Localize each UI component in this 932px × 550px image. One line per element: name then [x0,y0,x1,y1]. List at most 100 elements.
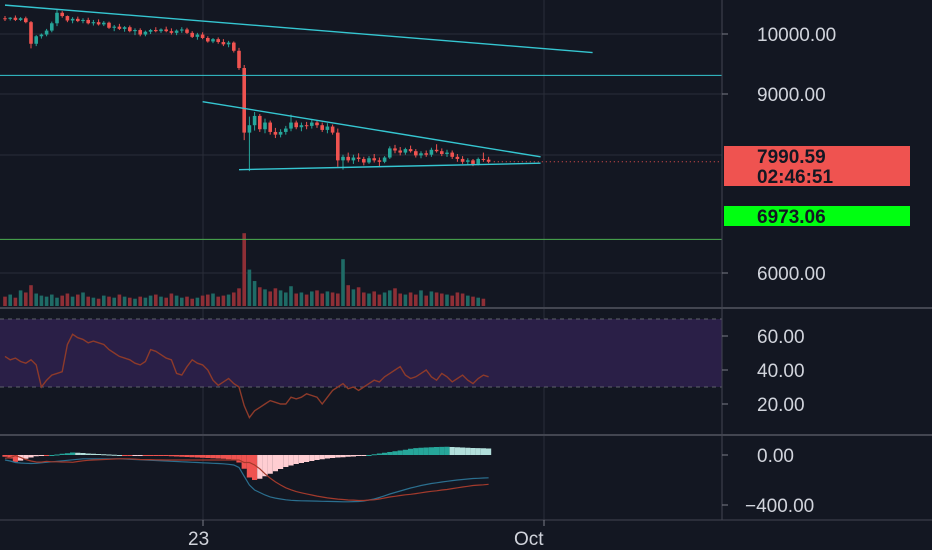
candle-body [398,150,402,153]
candle-body [356,157,361,159]
volume-bar [304,294,309,306]
candle-body [299,125,304,128]
volume-bar [117,294,122,306]
volume-bar [466,295,470,306]
candle-body [76,18,80,22]
candle-body [55,12,59,24]
candle-body [336,132,340,161]
macd-histogram-bar [283,455,289,467]
candle-body [278,131,283,135]
macd-histogram-bar [80,453,86,455]
volume-bar [284,292,288,306]
macd-histogram-bar [366,455,372,456]
volume-bar [403,294,408,306]
macd-histogram-bar [205,455,211,458]
pane-separators[interactable] [0,0,932,526]
candle-body [91,22,96,24]
volume-bar [18,290,23,306]
rsi-tick-20: 20.00 [757,395,805,416]
macd-histogram-bar [148,455,154,456]
candle-body [128,27,132,32]
volume-bar [330,292,335,306]
volume-bar [122,296,127,306]
macd-histogram-bar [96,454,102,455]
macd-histogram-bar [387,452,393,455]
volume-bar [476,297,480,306]
last-price-tag-bg [724,146,910,166]
macd-histogram-bar [49,455,55,456]
price-tick-10000: 10000.00 [757,25,836,46]
candle-body [252,115,257,126]
volume-bar [414,294,418,306]
macd-histogram-bar [142,455,148,456]
rsi-tick-40: 40.00 [757,361,805,382]
countdown-tag-bg [724,166,910,186]
countdown-value: 02:46:51 [757,167,833,188]
volume-bar [96,298,101,306]
candles[interactable] [3,10,491,172]
macd-histogram-bar [314,455,320,460]
candle-body [195,34,200,37]
candle-body [154,30,158,32]
volume-bar [185,296,189,306]
volume-bar [408,292,413,306]
candle-body [466,160,470,162]
candle-body [330,126,335,133]
candle-body [315,122,319,126]
drawing-lines[interactable] [0,4,722,240]
macd-histogram-bar [200,455,206,458]
volume-bar [320,293,324,306]
macd-histogram-bar [454,447,460,455]
candle-body [211,39,215,42]
volume-bar [102,295,106,306]
macd-histogram-bar [267,455,273,474]
macd-histogram-bar [439,446,445,455]
volume-bar [450,295,454,306]
candle-body [96,22,101,25]
macd-histogram-bar [38,455,44,456]
candle-body [221,42,226,45]
macd-histogram-bar [54,454,60,456]
volume-bar [159,296,163,306]
macd-histogram-bar [428,447,434,455]
macd-histogram-bar [252,455,258,480]
volume-bar [346,285,350,306]
macd-histogram-bar [345,455,351,457]
volume-bar [294,293,298,306]
macd-histogram-bar [278,455,284,469]
macd-histogram-bar [304,455,310,462]
macd-histogram-bar [486,448,492,455]
candle-body [3,18,7,20]
volume-bar [367,293,371,306]
macd-histogram-bar [59,453,65,455]
rsi-band [0,318,722,388]
macd-histogram-bar [298,455,304,463]
volume-bar [70,296,75,306]
macd-histogram-bar [423,447,429,455]
volume-bar [232,292,236,306]
volume-bar [112,297,116,306]
candle-body [429,149,434,155]
candle-body [346,156,350,161]
macd-histogram-bar [262,455,268,477]
macd-histogram-bar [293,455,299,464]
candle-body [60,12,64,17]
volume-bar [154,294,158,306]
macd-histogram-bar [465,447,471,455]
macd-histogram-bar [189,455,195,458]
volume-bar [164,297,168,306]
candle-body [414,151,418,156]
candle-body [408,149,413,152]
volume-bar [258,287,262,306]
candle-body [237,50,241,69]
volume-bar [382,292,387,306]
volume-bar [133,298,137,306]
macd-histogram-bar [210,455,216,459]
candle-body [70,18,75,21]
volume-bar [34,293,38,306]
volume-bar [481,298,486,306]
candle-body [180,29,184,31]
candle-body [424,153,428,155]
